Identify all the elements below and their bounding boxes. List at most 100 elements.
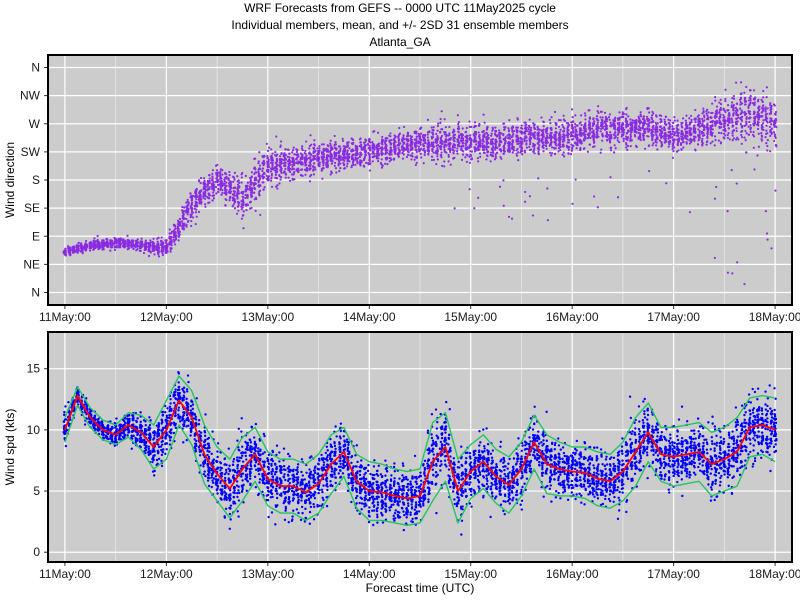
direction-point: [351, 153, 354, 156]
direction-point: [130, 241, 133, 244]
direction-point: [149, 239, 152, 242]
direction-point: [325, 158, 328, 161]
direction-point: [371, 150, 375, 153]
direction-point: [563, 134, 566, 138]
direction-point: [211, 188, 214, 191]
direction-point: [345, 165, 349, 168]
direction-point: [667, 134, 670, 137]
direction-point: [604, 115, 607, 119]
direction-point: [342, 162, 345, 165]
direction-point: [191, 216, 195, 219]
direction-point: [122, 240, 125, 243]
direction-point: [197, 210, 201, 214]
direction-point: [177, 239, 180, 242]
direction-point: [228, 191, 231, 194]
direction-point: [613, 126, 617, 129]
direction-point: [587, 133, 590, 137]
direction-point: [574, 125, 577, 129]
direction-point: [503, 128, 506, 131]
direction-point: [304, 173, 307, 176]
direction-point: [261, 175, 264, 178]
direction-point: [271, 164, 274, 167]
direction-point: [701, 112, 704, 115]
direction-point: [216, 163, 219, 167]
direction-point: [719, 108, 723, 112]
direction-point: [132, 244, 135, 247]
direction-point: [244, 193, 247, 197]
direction-point: [84, 239, 88, 243]
direction-point: [447, 153, 450, 157]
direction-point: [241, 202, 245, 206]
direction-point: [533, 147, 536, 151]
direction-point: [452, 128, 455, 131]
direction-point: [430, 158, 434, 162]
direction-point: [212, 194, 215, 197]
direction-point: [419, 132, 423, 135]
direction-point: [550, 136, 554, 139]
direction-point: [224, 204, 227, 207]
direction-point: [419, 137, 422, 140]
direction-point: [275, 177, 279, 180]
direction-point: [93, 237, 96, 240]
direction-point: [267, 163, 270, 166]
direction-point: [443, 143, 446, 147]
direction-point: [341, 139, 345, 143]
direction-point: [151, 243, 154, 246]
direction-point: [424, 142, 427, 145]
direction-point: [126, 239, 129, 243]
direction-point: [435, 150, 439, 153]
direction-point: [305, 169, 309, 172]
direction-point: [677, 138, 680, 142]
direction-point: [337, 150, 340, 153]
direction-point: [223, 172, 227, 175]
direction-point: [240, 191, 243, 194]
direction-point: [650, 120, 654, 123]
direction-point: [590, 131, 594, 134]
direction-point: [432, 126, 435, 129]
direction-point: [673, 119, 676, 122]
direction-point: [453, 149, 456, 152]
direction-point: [715, 112, 718, 116]
direction-point: [520, 141, 523, 145]
direction-point: [434, 138, 438, 141]
direction-point: [246, 187, 249, 191]
direction-point: [470, 157, 473, 160]
direction-point: [232, 180, 235, 183]
direction-point: [440, 156, 443, 159]
direction-point: [555, 123, 558, 127]
direction-point: [322, 147, 325, 150]
direction-point: [690, 118, 693, 122]
direction-point: [562, 130, 565, 133]
direction-point: [228, 170, 231, 174]
direction-point: [485, 128, 489, 131]
direction-point: [466, 137, 469, 140]
direction-point: [542, 125, 545, 128]
direction-point: [227, 178, 230, 181]
direction-point: [414, 148, 417, 151]
direction-point: [288, 163, 291, 167]
direction-point: [367, 143, 370, 146]
direction-point: [498, 144, 501, 148]
direction-point: [504, 137, 507, 140]
direction-point: [698, 117, 701, 120]
direction-point: [67, 246, 70, 249]
direction-point: [274, 151, 277, 154]
direction-point: [722, 119, 725, 123]
direction-point: [232, 193, 235, 196]
direction-point: [334, 152, 337, 155]
direction-point: [258, 164, 262, 167]
direction-point: [386, 163, 389, 166]
direction-point: [377, 160, 380, 163]
direction-point: [457, 120, 461, 124]
direction-point: [174, 232, 177, 235]
direction-point: [511, 139, 514, 142]
direction-point: [588, 122, 591, 126]
direction-point: [195, 215, 198, 218]
direction-point: [415, 137, 418, 141]
direction-point: [415, 161, 418, 165]
direction-point: [262, 172, 265, 175]
direction-point: [237, 202, 240, 205]
direction-point: [614, 136, 617, 139]
direction-point: [233, 178, 236, 181]
direction-point: [650, 116, 653, 119]
